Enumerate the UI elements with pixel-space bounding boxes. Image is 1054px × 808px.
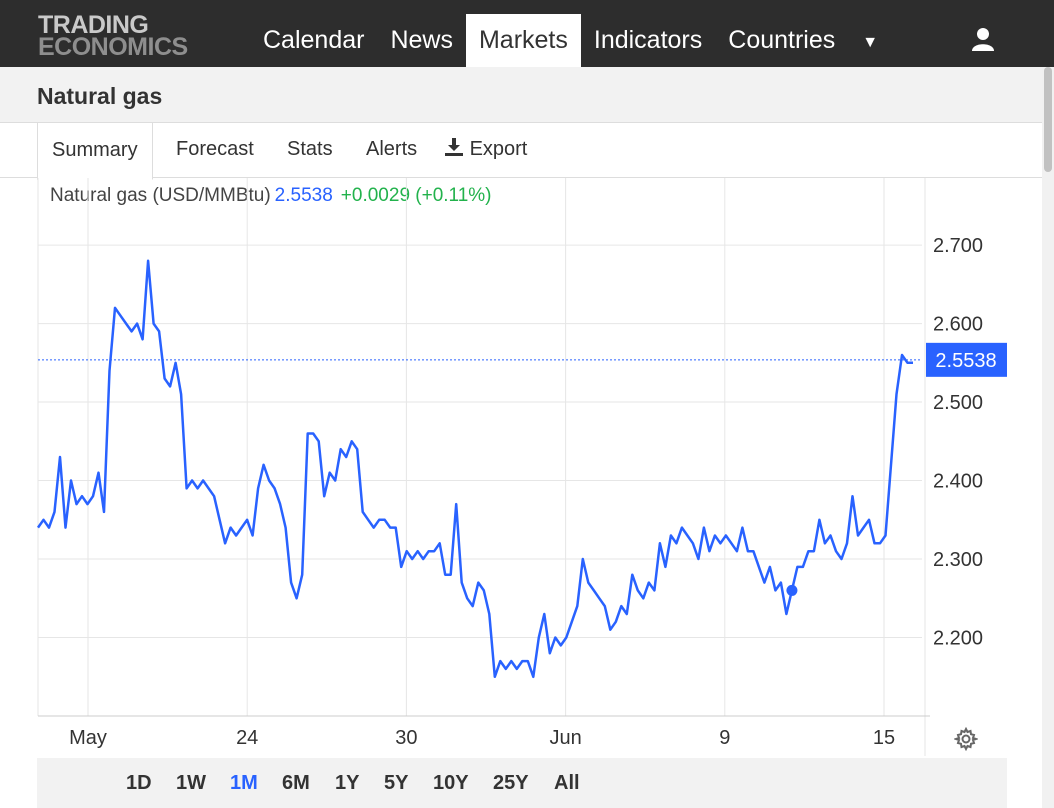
gear-icon[interactable] <box>954 727 978 751</box>
logo-line1: TRADING <box>38 11 149 39</box>
download-icon <box>445 138 463 156</box>
y-tick-label: 2.200 <box>933 628 983 650</box>
series-line <box>36 259 913 679</box>
tab-forecast[interactable]: Forecast <box>176 138 254 160</box>
quote-name: Natural gas (USD/MMBtu) <box>50 185 271 206</box>
page-scrollbar[interactable] <box>1042 67 1054 808</box>
tab-alerts[interactable]: Alerts <box>366 138 418 160</box>
x-tick-label: 24 <box>236 727 258 749</box>
nav-countries[interactable]: Countries <box>728 26 836 54</box>
caret-down-icon[interactable]: ▼ <box>862 34 879 51</box>
y-tick-label: 2.700 <box>933 235 983 257</box>
title-bar: Natural gas <box>0 67 1042 123</box>
quote-header: Natural gas (USD/MMBtu) 2.5538 +0.0029 (+0… <box>50 185 492 207</box>
y-tick-label: 2.500 <box>933 392 983 414</box>
tab-bar: Summary Forecast Stats Alerts Export <box>0 122 1042 180</box>
tab-stats[interactable]: Stats <box>287 138 333 160</box>
x-tick-label: May <box>69 727 107 749</box>
tab-summary[interactable]: Summary <box>37 122 153 180</box>
quote-change: +0.0029 (+0.11%) <box>340 185 492 206</box>
top-navbar: TRADING ECONOMICS Calendar News Markets … <box>0 0 1054 67</box>
price-tag-label: 2.5538 <box>935 350 996 372</box>
y-tick-label: 2.600 <box>933 314 983 336</box>
range-1m[interactable]: 1M <box>230 772 258 794</box>
x-tick-label: 9 <box>719 727 730 749</box>
data-point-marker <box>786 584 798 596</box>
y-tick-label: 2.300 <box>933 549 983 571</box>
scroll-thumb[interactable] <box>1044 67 1052 172</box>
main-nav: Calendar News Markets Indicators Countri… <box>250 14 892 67</box>
x-tick-label: 30 <box>395 727 417 749</box>
nav-markets[interactable]: Markets <box>465 14 581 67</box>
page-title: Natural gas <box>37 83 163 109</box>
range-1y[interactable]: 1Y <box>335 772 360 794</box>
export-label: Export <box>469 138 528 160</box>
nav-news[interactable]: News <box>390 26 453 54</box>
range-all[interactable]: All <box>554 772 580 794</box>
x-tick-label: Jun <box>549 727 581 749</box>
tab-export[interactable]: Export <box>444 122 527 177</box>
nav-indicators[interactable]: Indicators <box>593 26 703 54</box>
range-1d[interactable]: 1D <box>126 772 152 794</box>
site-logo[interactable]: TRADING ECONOMICS <box>38 11 188 61</box>
price-chart[interactable]: 2.700 2.600 2.500 2.400 2.300 2.200 May 24 30 Jun… <box>0 178 1040 758</box>
range-5y[interactable]: 5Y <box>384 772 409 794</box>
price-tag-bg <box>926 342 1007 377</box>
logo-line2: ECONOMICS <box>38 33 188 61</box>
nav-calendar[interactable]: Calendar <box>263 26 365 54</box>
y-tick-label: 2.400 <box>933 471 983 493</box>
user-icon[interactable] <box>970 26 996 52</box>
quote-price: 2.5538 <box>274 185 333 206</box>
range-10y[interactable]: 10Y <box>433 772 469 794</box>
x-tick-label: 15 <box>873 727 895 749</box>
range-1w[interactable]: 1W <box>176 772 206 794</box>
range-6m[interactable]: 6M <box>282 772 310 794</box>
range-25y[interactable]: 25Y <box>493 772 529 794</box>
range-selector: 1D 1W 1M 6M 1Y 5Y 10Y 25Y All <box>37 758 1007 808</box>
